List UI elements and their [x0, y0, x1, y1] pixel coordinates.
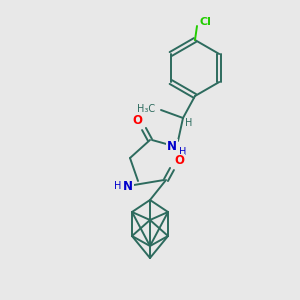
Text: H: H — [114, 181, 122, 191]
Text: Cl: Cl — [199, 17, 211, 27]
Text: H₃C: H₃C — [137, 104, 155, 114]
Text: H: H — [179, 147, 187, 157]
Text: H: H — [185, 118, 193, 128]
Text: O: O — [174, 154, 184, 167]
Text: N: N — [167, 140, 177, 152]
Text: O: O — [132, 115, 142, 128]
Text: N: N — [123, 179, 133, 193]
